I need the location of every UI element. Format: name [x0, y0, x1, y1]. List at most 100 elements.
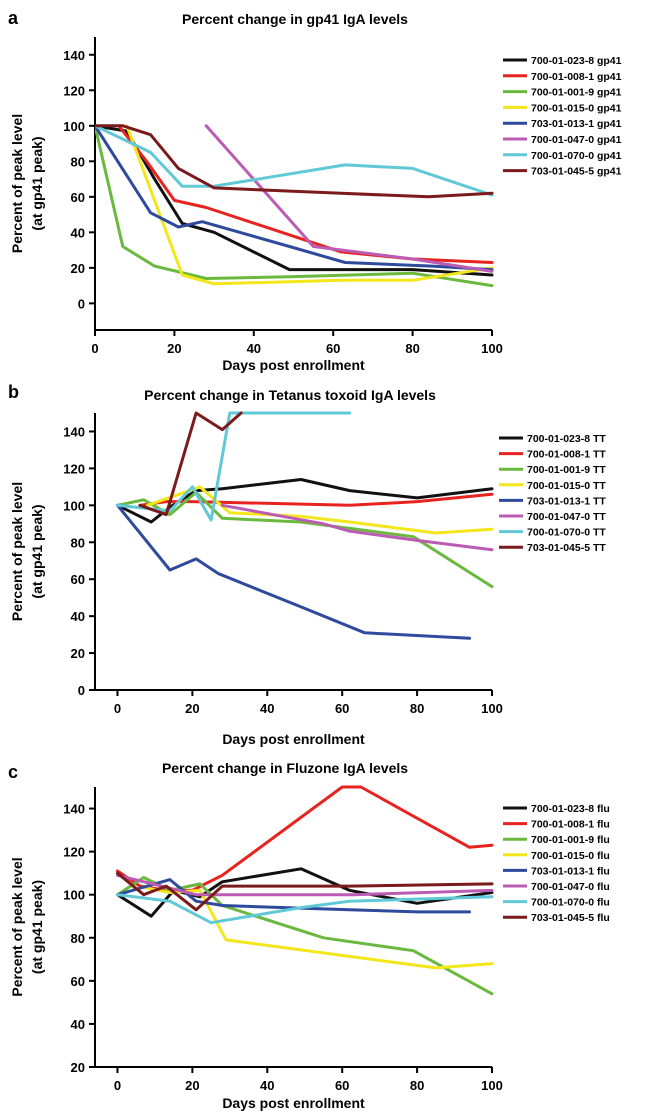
y-tick-label: 20 — [71, 646, 85, 661]
legend-label: 700-01-047-0 gp41 — [531, 134, 622, 146]
y-axis-label-line2: (at gp41 peak) — [29, 136, 45, 230]
y-tick-label: 120 — [63, 845, 85, 860]
x-axis-label: Days post enrollment — [222, 1095, 365, 1111]
x-tick-label: 40 — [247, 341, 261, 356]
series-line — [116, 785, 494, 892]
x-tick-label: 80 — [405, 341, 419, 356]
x-axis-label: Days post enrollment — [222, 357, 365, 373]
plot-area — [95, 124, 494, 288]
series-line — [220, 503, 494, 552]
x-tick-label: 0 — [114, 701, 121, 716]
x-tick-label: 40 — [260, 701, 274, 716]
x-tick-label: 60 — [335, 1078, 349, 1093]
chart-panel-a: a Percent change in gp41 IgA levels 0 20 40 6… — [8, 8, 622, 373]
legend-label: 700-01-047-0 TT — [527, 511, 606, 523]
x-tick-label: 60 — [335, 701, 349, 716]
legend-label: 703-01-045-5 TT — [527, 542, 606, 554]
y-axis-label: Percent of peak level — [9, 482, 25, 621]
legend-label: 700-01-070-0 flu — [531, 897, 610, 909]
legend-label: 700-01-047-0 flu — [531, 881, 610, 893]
chart-panel-b: b Percent change in Tetanus toxoid IgA le… — [8, 382, 606, 747]
series-line — [138, 492, 494, 507]
plot-area — [116, 411, 494, 640]
legend-label: 700-01-001-9 TT — [527, 464, 606, 476]
legend: 700-01-023-8 gp41 700-01-008-1 gp41 700-01… — [503, 55, 622, 178]
legend-label: 703-01-013-1 flu — [531, 865, 610, 877]
legend-label: 703-01-045-5 flu — [531, 912, 610, 924]
legend: 700-01-023-8 TT 700-01-008-1 TT 700-01-001… — [499, 433, 606, 554]
chart-title: Percent change in Fluzone IgA levels — [162, 760, 408, 776]
chart-title: Percent change in Tetanus toxoid IgA lev… — [144, 387, 436, 403]
series-line — [145, 485, 494, 535]
y-axis-label: Percent of peak level — [9, 114, 25, 253]
legend-label: 703-01-013-1 TT — [527, 495, 606, 507]
x-tick-label: 0 — [114, 1078, 121, 1093]
x-tick-label: 100 — [481, 701, 503, 716]
y-tick-label: 40 — [71, 1017, 85, 1032]
y-tick-label: 80 — [71, 154, 85, 169]
series-line — [95, 124, 494, 288]
panel-letter: a — [8, 8, 19, 28]
legend-label: 700-01-001-9 gp41 — [531, 87, 622, 99]
series-line — [95, 124, 494, 197]
x-tick-label: 80 — [410, 1078, 424, 1093]
panel-letter: b — [8, 382, 19, 402]
legend-label: 700-01-070-0 gp41 — [531, 150, 622, 162]
y-tick-label: 100 — [63, 119, 85, 134]
y-tick-label: 60 — [71, 974, 85, 989]
y-tick-label: 20 — [71, 1060, 85, 1075]
y-tick-label: 60 — [71, 572, 85, 587]
legend-label: 700-01-023-8 flu — [531, 803, 610, 815]
series-line — [116, 490, 494, 589]
series-line — [116, 871, 494, 912]
series-line — [95, 124, 494, 272]
legend-label: 700-01-001-9 flu — [531, 834, 610, 846]
y-axis-label-line2: (at gp41 peak) — [29, 880, 45, 974]
y-tick-label: 20 — [71, 261, 85, 276]
series-line — [204, 124, 494, 273]
y-tick-label: 100 — [63, 498, 85, 513]
series-line — [116, 878, 471, 914]
series-line — [117, 124, 494, 264]
series-line — [116, 503, 471, 640]
legend-label: 703-01-045-5 gp41 — [531, 166, 622, 178]
series-line — [145, 886, 494, 970]
plot-area — [116, 785, 494, 996]
x-tick-label: 20 — [167, 341, 181, 356]
y-tick-label: 60 — [71, 190, 85, 205]
legend-label: 700-01-023-8 TT — [527, 433, 606, 445]
y-tick-label: 80 — [71, 535, 85, 550]
chart-panel-c: c Percent change in Fluzone IgA levels 20 4… — [8, 760, 610, 1111]
x-tick-label: 20 — [185, 1078, 199, 1093]
x-tick-label: 80 — [410, 701, 424, 716]
series-line — [138, 411, 243, 517]
legend-label: 703-01-013-1 gp41 — [531, 118, 622, 130]
legend-label: 700-01-015-0 TT — [527, 480, 606, 492]
y-tick-label: 0 — [78, 683, 85, 698]
y-tick-label: 120 — [63, 83, 85, 98]
chart-title: Percent change in gp41 IgA levels — [182, 11, 408, 27]
series-line — [116, 893, 494, 925]
y-axis-label-line2: (at gp41 peak) — [29, 504, 45, 598]
series-line — [116, 411, 352, 522]
legend: 700-01-023-8 flu 700-01-008-1 flu 700-01-0… — [503, 803, 610, 924]
y-axis-label: Percent of peak level — [9, 857, 25, 996]
series-line — [125, 124, 494, 286]
legend-label: 700-01-023-8 gp41 — [531, 55, 622, 67]
legend-label: 700-01-015-0 gp41 — [531, 102, 622, 114]
x-tick-label: 60 — [326, 341, 340, 356]
x-tick-label: 0 — [91, 341, 98, 356]
y-tick-label: 0 — [78, 296, 85, 311]
x-tick-label: 100 — [481, 1078, 503, 1093]
x-tick-label: 20 — [185, 701, 199, 716]
series-line — [116, 478, 494, 524]
y-tick-label: 140 — [63, 802, 85, 817]
y-tick-label: 40 — [71, 609, 85, 624]
x-axis-label: Days post enrollment — [222, 731, 365, 747]
panel-letter: c — [8, 762, 18, 782]
legend-label: 700-01-070-0 TT — [527, 527, 606, 539]
legend-label: 700-01-008-1 flu — [531, 819, 610, 831]
legend-label: 700-01-008-1 TT — [527, 449, 606, 461]
legend-label: 700-01-015-0 flu — [531, 850, 610, 862]
